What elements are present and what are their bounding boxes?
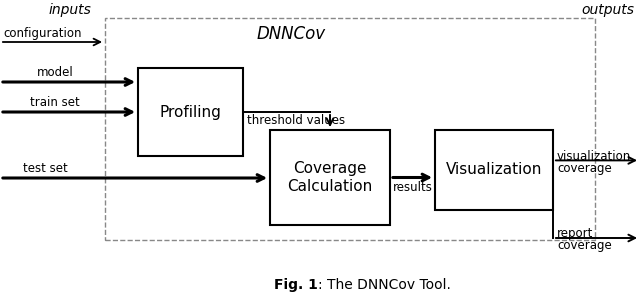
Text: coverage: coverage <box>557 240 612 252</box>
Text: Coverage
Calculation: Coverage Calculation <box>287 161 372 194</box>
Bar <box>138 68 243 156</box>
Text: inputs: inputs <box>49 3 92 17</box>
Text: train set: train set <box>30 97 80 109</box>
Text: model: model <box>36 66 74 80</box>
Text: DNNCov: DNNCov <box>257 25 326 43</box>
Bar <box>435 130 553 210</box>
Text: threshold values: threshold values <box>247 114 345 128</box>
Text: Fig. 1: Fig. 1 <box>274 278 318 292</box>
Text: report: report <box>557 227 593 240</box>
Text: Profiling: Profiling <box>159 105 221 119</box>
Text: results: results <box>393 181 433 194</box>
Text: coverage: coverage <box>557 162 612 175</box>
Text: Visualization: Visualization <box>446 162 542 178</box>
Bar <box>270 130 390 225</box>
Text: : The DNNCov Tool.: : The DNNCov Tool. <box>318 278 451 292</box>
Text: outputs: outputs <box>582 3 634 17</box>
Text: test set: test set <box>22 162 67 176</box>
Bar <box>105 18 595 240</box>
Text: configuration: configuration <box>3 27 81 40</box>
Text: visualization: visualization <box>557 150 631 163</box>
